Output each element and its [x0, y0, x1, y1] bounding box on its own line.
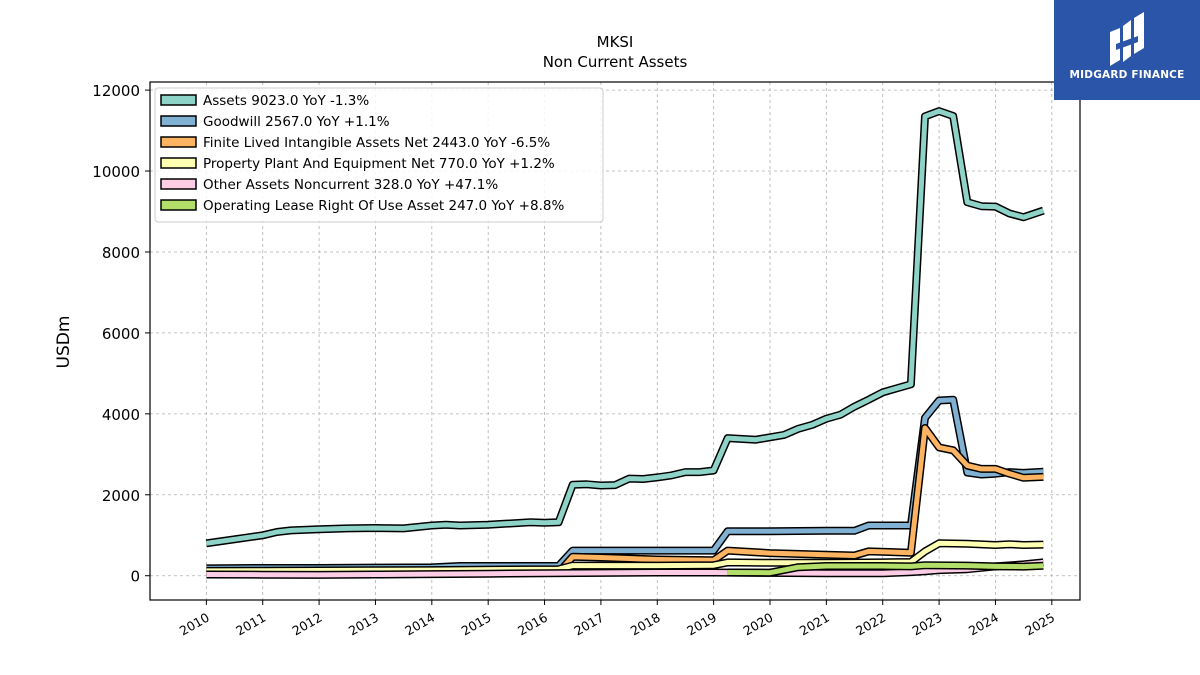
legend-swatch: [160, 157, 197, 169]
plot-frame: [149, 81, 1081, 601]
x-axis: 2010 2011 2012 2013 2014 2015 2016 2017 2018 2019…: [177, 600, 1057, 639]
legend-entry: Operating Lease Right Of Use Asset 247.0…: [160, 198, 564, 214]
series-assets: [205, 107, 1045, 548]
x-tick-label: 2025: [1022, 610, 1057, 639]
grid-lines: [150, 82, 1080, 600]
legend-swatch: [160, 199, 197, 211]
legend-label: Finite Lived Intangible Assets Net 2443.…: [203, 135, 550, 151]
legend-entry: Goodwill 2567.0 YoY +1.1%: [160, 114, 390, 130]
brand-name: MIDGARD FINANCE: [1069, 69, 1185, 81]
x-tick-label: 2018: [628, 610, 663, 639]
legend-entry: Property Plant And Equipment Net 770.0 Y…: [160, 156, 555, 172]
x-tick-label: 2023: [910, 610, 945, 639]
x-tick-label: 2010: [177, 610, 212, 639]
x-tick-label: 2014: [402, 610, 437, 639]
y-tick-label: 8000: [102, 244, 140, 262]
series-property-plant-and-equipment-net: [206, 539, 1044, 575]
legend-swatch: [160, 136, 197, 148]
y-tick-label: 10000: [92, 163, 140, 181]
series-line: [206, 540, 1044, 574]
x-tick-label: 2017: [571, 610, 606, 639]
chart-subtitle: Non Current Assets: [543, 53, 688, 71]
x-tick-label: 2013: [346, 610, 381, 639]
legend-label: Other Assets Noncurrent 328.0 YoY +47.1%: [203, 177, 498, 193]
y-tick-label: 12000: [92, 82, 140, 100]
x-tick-label: 2012: [290, 610, 325, 639]
y-tick-label: 0: [130, 568, 140, 586]
legend-swatch: [160, 115, 197, 127]
legend-label: Goodwill 2567.0 YoY +1.1%: [203, 114, 390, 130]
y-axis-label: USDm: [54, 316, 74, 369]
x-tick-label: 2022: [853, 610, 888, 639]
x-tick-label: 2019: [684, 610, 719, 639]
x-tick-label: 2011: [233, 610, 268, 639]
y-tick-label: 2000: [102, 487, 140, 505]
legend-label: Operating Lease Right Of Use Asset 247.0…: [203, 198, 564, 214]
series-line: [206, 108, 1045, 546]
x-tick-label: 2024: [966, 610, 1001, 639]
legend-entry: Finite Lived Intangible Assets Net 2443.…: [160, 135, 550, 151]
x-tick-label: 2015: [459, 610, 494, 639]
legend-swatch: [160, 178, 197, 190]
legend-entry: Other Assets Noncurrent 328.0 YoY +47.1%: [160, 177, 498, 193]
chart-title: MKSI: [597, 33, 634, 51]
y-tick-label: 4000: [102, 406, 140, 424]
midgard-logo-icon: [1110, 12, 1144, 66]
legend-box: [154, 87, 604, 223]
x-tick-label: 2021: [797, 610, 832, 639]
brand-logo: MIDGARD FINANCE: [1054, 0, 1200, 100]
legend: Assets 9023.0 YoY -1.3% Goodwill 2567.0 Y…: [154, 87, 604, 223]
series-line: [727, 562, 1044, 576]
legend-label: Property Plant And Equipment Net 770.0 Y…: [203, 156, 555, 172]
legend-label: Assets 9023.0 YoY -1.3%: [203, 93, 369, 109]
legend-entry: Assets 9023.0 YoY -1.3%: [160, 93, 369, 109]
y-axis: 0 2000 4000 6000 8000 10000 12000: [92, 82, 150, 586]
series-lines: [205, 107, 1045, 579]
series-operating-lease-right-of-use-asset: [727, 561, 1044, 577]
legend-swatch: [160, 94, 197, 106]
x-tick-label: 2020: [740, 610, 775, 639]
x-tick-label: 2016: [515, 610, 550, 639]
y-tick-label: 6000: [102, 325, 140, 343]
